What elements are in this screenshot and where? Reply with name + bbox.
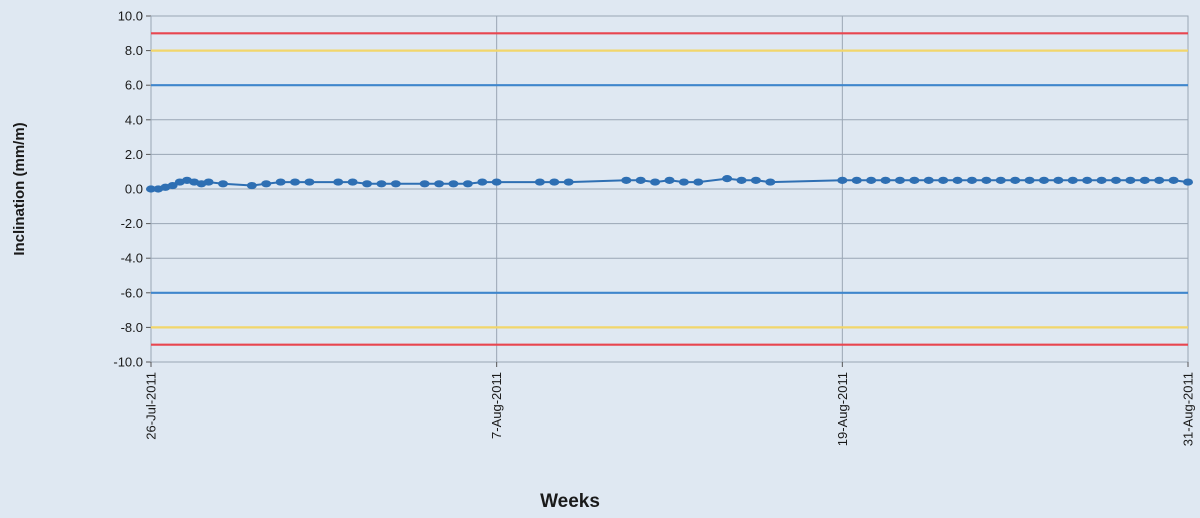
data-point: [621, 176, 632, 184]
data-point: [650, 178, 661, 186]
y-tick-label: 0.0: [125, 182, 143, 197]
x-tick-label: 26-Jul-2011: [144, 372, 159, 440]
data-point: [736, 176, 747, 184]
data-point: [347, 178, 358, 186]
y-tick-label: 4.0: [125, 112, 143, 127]
data-point: [866, 176, 877, 184]
data-point: [894, 176, 905, 184]
data-point: [981, 176, 992, 184]
data-point: [693, 178, 704, 186]
x-tick-label: 7-Aug-2011: [489, 372, 504, 439]
data-point: [678, 178, 689, 186]
y-tick-label: 2.0: [125, 147, 143, 162]
data-point: [995, 176, 1006, 184]
data-point: [1125, 176, 1136, 184]
data-point: [1024, 176, 1035, 184]
data-point: [203, 178, 214, 186]
x-tick-label: 31-Aug-2011: [1181, 372, 1196, 446]
data-point: [419, 180, 430, 188]
data-point: [966, 176, 977, 184]
data-point: [1096, 176, 1107, 184]
y-tick-labels: 10.0 8.0 6.0 4.0 2.0 0.0 -2.0 -4.0 -6.0 -8.0 -10.0: [113, 9, 143, 370]
x-axis-title: Weeks: [540, 491, 600, 512]
y-tick-label: 6.0: [125, 78, 143, 93]
data-point: [376, 180, 387, 188]
data-point: [1082, 176, 1093, 184]
y-tick-label: -10.0: [113, 355, 143, 370]
y-tick-label: -4.0: [121, 251, 143, 266]
data-point: [923, 176, 934, 184]
data-point: [722, 175, 733, 183]
threshold-lines: [151, 32, 1188, 346]
y-tick-label: -6.0: [121, 285, 143, 300]
data-point: [146, 185, 156, 193]
data-point: [952, 176, 963, 184]
data-point: [246, 181, 257, 190]
x-tick-labels: 26-Jul-2011 7-Aug-2011 19-Aug-2011 31-Aug-2…: [144, 372, 1196, 446]
data-point: [563, 178, 574, 186]
data-point: [1010, 176, 1021, 184]
data-point: [837, 176, 848, 184]
data-point: [462, 180, 473, 188]
data-point: [218, 180, 229, 188]
data-point: [1183, 178, 1193, 186]
data-point: [1154, 176, 1165, 184]
data-point: [333, 178, 344, 186]
data-point: [491, 178, 502, 186]
data-point: [167, 181, 178, 190]
y-tick-label: 8.0: [125, 43, 143, 58]
data-point: [304, 178, 315, 186]
data-point: [477, 178, 488, 186]
data-point: [1038, 176, 1049, 184]
data-point: [938, 176, 949, 184]
data-point: [909, 176, 920, 184]
data-point: [534, 178, 545, 186]
series-group: [146, 175, 1193, 193]
data-point: [1067, 176, 1078, 184]
data-point: [750, 176, 761, 184]
y-tick-label: -8.0: [121, 320, 143, 335]
data-point: [549, 178, 560, 186]
data-point: [290, 178, 301, 186]
x-tick-label: 19-Aug-2011: [835, 372, 850, 446]
data-point: [635, 176, 646, 184]
data-point: [1168, 176, 1179, 184]
series-line: [151, 177, 1189, 190]
data-point: [434, 180, 445, 188]
data-point: [880, 176, 891, 184]
data-point: [851, 176, 862, 184]
data-point: [448, 180, 459, 188]
data-point: [1053, 176, 1064, 184]
data-point: [390, 180, 401, 188]
y-tick-label: -2.0: [121, 216, 143, 231]
data-point: [765, 178, 776, 186]
data-point: [261, 180, 272, 188]
data-point: [362, 180, 373, 188]
data-point: [1110, 176, 1121, 184]
data-point: [1139, 176, 1150, 184]
y-tick-label: 10.0: [118, 9, 143, 24]
data-point: [664, 176, 675, 184]
y-axis-title: Inclination (mm/m): [11, 122, 28, 255]
data-point: [275, 178, 286, 186]
